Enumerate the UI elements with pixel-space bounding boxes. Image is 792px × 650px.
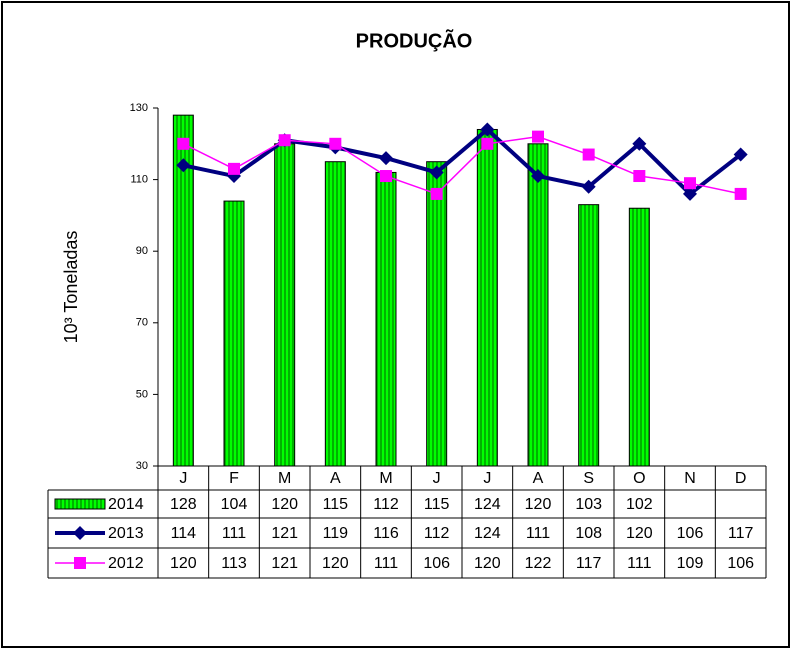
table-value: 124 — [474, 496, 501, 513]
table-value: 108 — [575, 525, 602, 542]
line-marker — [430, 187, 443, 200]
y-axis-label: 10³ Toneladas — [61, 231, 81, 344]
x-tick-label: S — [583, 470, 594, 487]
y-tick-label: 130 — [130, 102, 148, 114]
x-tick-label: F — [229, 470, 239, 487]
table-value: 119 — [323, 525, 349, 542]
table-value: 115 — [323, 496, 349, 513]
line-marker — [582, 148, 595, 161]
table-value: 120 — [626, 525, 653, 542]
table-value: 111 — [222, 525, 246, 542]
table-value: 120 — [271, 496, 298, 513]
legend-label: 2012 — [108, 555, 144, 572]
x-tick-label: O — [633, 470, 645, 487]
bar — [324, 161, 346, 467]
bar — [628, 207, 650, 467]
line-marker — [329, 137, 342, 150]
table-value: 115 — [424, 496, 450, 513]
table-value: 109 — [677, 555, 704, 572]
table-value: 106 — [677, 525, 704, 542]
line-marker — [532, 130, 544, 143]
table-value: 121 — [271, 555, 298, 572]
line-marker — [278, 134, 291, 147]
bar — [578, 204, 600, 467]
y-tick-label: 110 — [130, 174, 148, 186]
line-marker — [176, 158, 191, 173]
line-marker — [480, 122, 495, 137]
line-marker — [733, 147, 748, 162]
y-tick-label: 90 — [136, 245, 148, 257]
table-value: 106 — [423, 555, 450, 572]
table-value: 104 — [221, 496, 248, 513]
table-value: 114 — [171, 525, 197, 542]
line-marker — [429, 165, 444, 180]
table-value: 111 — [374, 555, 398, 572]
bar — [476, 128, 498, 467]
bar — [426, 161, 448, 467]
legend-label: 2014 — [108, 496, 144, 513]
line — [183, 135, 741, 195]
x-tick-label: D — [735, 470, 747, 487]
line-marker — [481, 137, 494, 150]
bar — [274, 143, 296, 467]
table-value: 121 — [271, 525, 298, 542]
table-value: 112 — [424, 525, 450, 542]
chart-title: PRODUÇÃO — [356, 29, 473, 52]
bar — [172, 114, 194, 467]
table-value: 111 — [526, 525, 550, 542]
x-tick-label: A — [533, 470, 544, 487]
x-tick-label: M — [278, 470, 291, 487]
line-marker — [581, 179, 596, 194]
x-tick-label: J — [179, 470, 187, 487]
x-tick-label: M — [379, 470, 392, 487]
table-value: 113 — [221, 555, 247, 572]
x-tick-label: A — [330, 470, 341, 487]
y-tick-label: 70 — [136, 317, 148, 329]
table-value: 117 — [576, 555, 602, 572]
x-tick-label: J — [483, 470, 491, 487]
table-value: 128 — [170, 496, 197, 513]
table-value: 120 — [322, 555, 349, 572]
line-marker — [684, 177, 696, 190]
legend-marker — [73, 526, 87, 540]
line-marker — [177, 137, 190, 150]
line-marker — [228, 162, 240, 175]
bar — [375, 171, 397, 467]
x-tick-label: J — [433, 470, 441, 487]
table-value: 117 — [728, 525, 754, 542]
bar — [223, 200, 245, 467]
line-marker — [683, 186, 697, 201]
table-value: 120 — [525, 496, 552, 513]
line-marker — [379, 151, 393, 166]
table-value: 120 — [170, 555, 197, 572]
y-tick-label: 30 — [136, 460, 148, 472]
table-value: 112 — [373, 496, 399, 513]
table-value: 124 — [474, 525, 501, 542]
legend-marker — [74, 557, 86, 569]
table-value: 122 — [525, 555, 552, 572]
y-tick-label: 50 — [136, 388, 148, 400]
line-marker — [531, 169, 545, 184]
table-value: 120 — [474, 555, 501, 572]
line — [182, 126, 742, 197]
line-marker — [633, 170, 646, 183]
bar — [527, 143, 549, 467]
table-value: 102 — [626, 496, 653, 513]
table-value: 103 — [575, 496, 602, 513]
table-value: 106 — [727, 555, 754, 572]
legend-key — [54, 498, 106, 510]
table-value: 116 — [373, 525, 399, 542]
x-tick-label: N — [684, 470, 696, 487]
line-marker — [380, 170, 392, 183]
line-marker — [632, 136, 647, 151]
table-value: 111 — [627, 555, 651, 572]
legend-label: 2013 — [108, 525, 144, 542]
line-marker — [734, 187, 747, 200]
